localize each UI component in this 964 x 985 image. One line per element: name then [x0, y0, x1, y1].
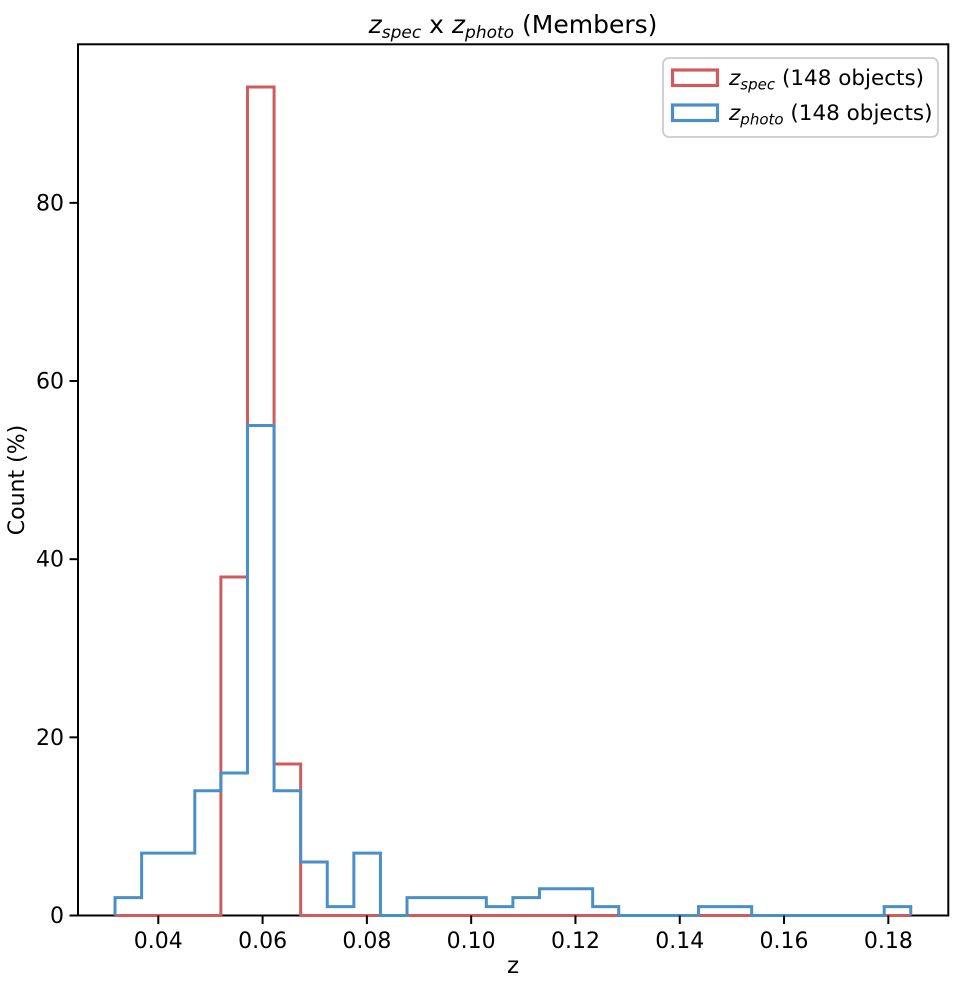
y-tick-label: 40 — [36, 548, 64, 573]
legend: zspec (148 objects) zphoto (148 objects) — [662, 57, 939, 138]
legend-box — [662, 57, 939, 138]
axes-ticks: 0.04 0.06 0.08 0.10 0.12 0.14 0.16 0.18 0 20 40 60 8… — [36, 191, 913, 954]
legend-swatch-zphoto — [670, 103, 720, 123]
y-tick-label: 60 — [36, 370, 64, 395]
y-tick-label: 80 — [36, 191, 64, 216]
x-tick-label: 0.04 — [134, 929, 183, 954]
y-tick-label: 20 — [36, 726, 64, 751]
legend-swatch-zspec — [670, 68, 720, 88]
x-tick-label: 0.14 — [655, 929, 704, 954]
x-tick-label: 0.18 — [864, 929, 913, 954]
legend-label-zphoto: zphoto (148 objects) — [728, 101, 933, 129]
x-tick-label: 0.06 — [238, 929, 287, 954]
x-tick-label: 0.12 — [551, 929, 600, 954]
y-axis-label: Count (%) — [5, 425, 30, 535]
x-tick-label: 0.08 — [342, 929, 391, 954]
y-tick-label: 0 — [50, 904, 64, 929]
x-tick-label: 0.10 — [447, 929, 496, 954]
histogram-series — [113, 85, 913, 917]
chart-title: zspec x zphoto (Members) — [368, 10, 658, 43]
legend-label-zspec: zspec (148 objects) — [728, 66, 924, 94]
histogram-path-zphoto — [113, 424, 913, 917]
x-axis-label: z — [507, 953, 519, 979]
x-tick-label: 0.16 — [760, 929, 809, 954]
